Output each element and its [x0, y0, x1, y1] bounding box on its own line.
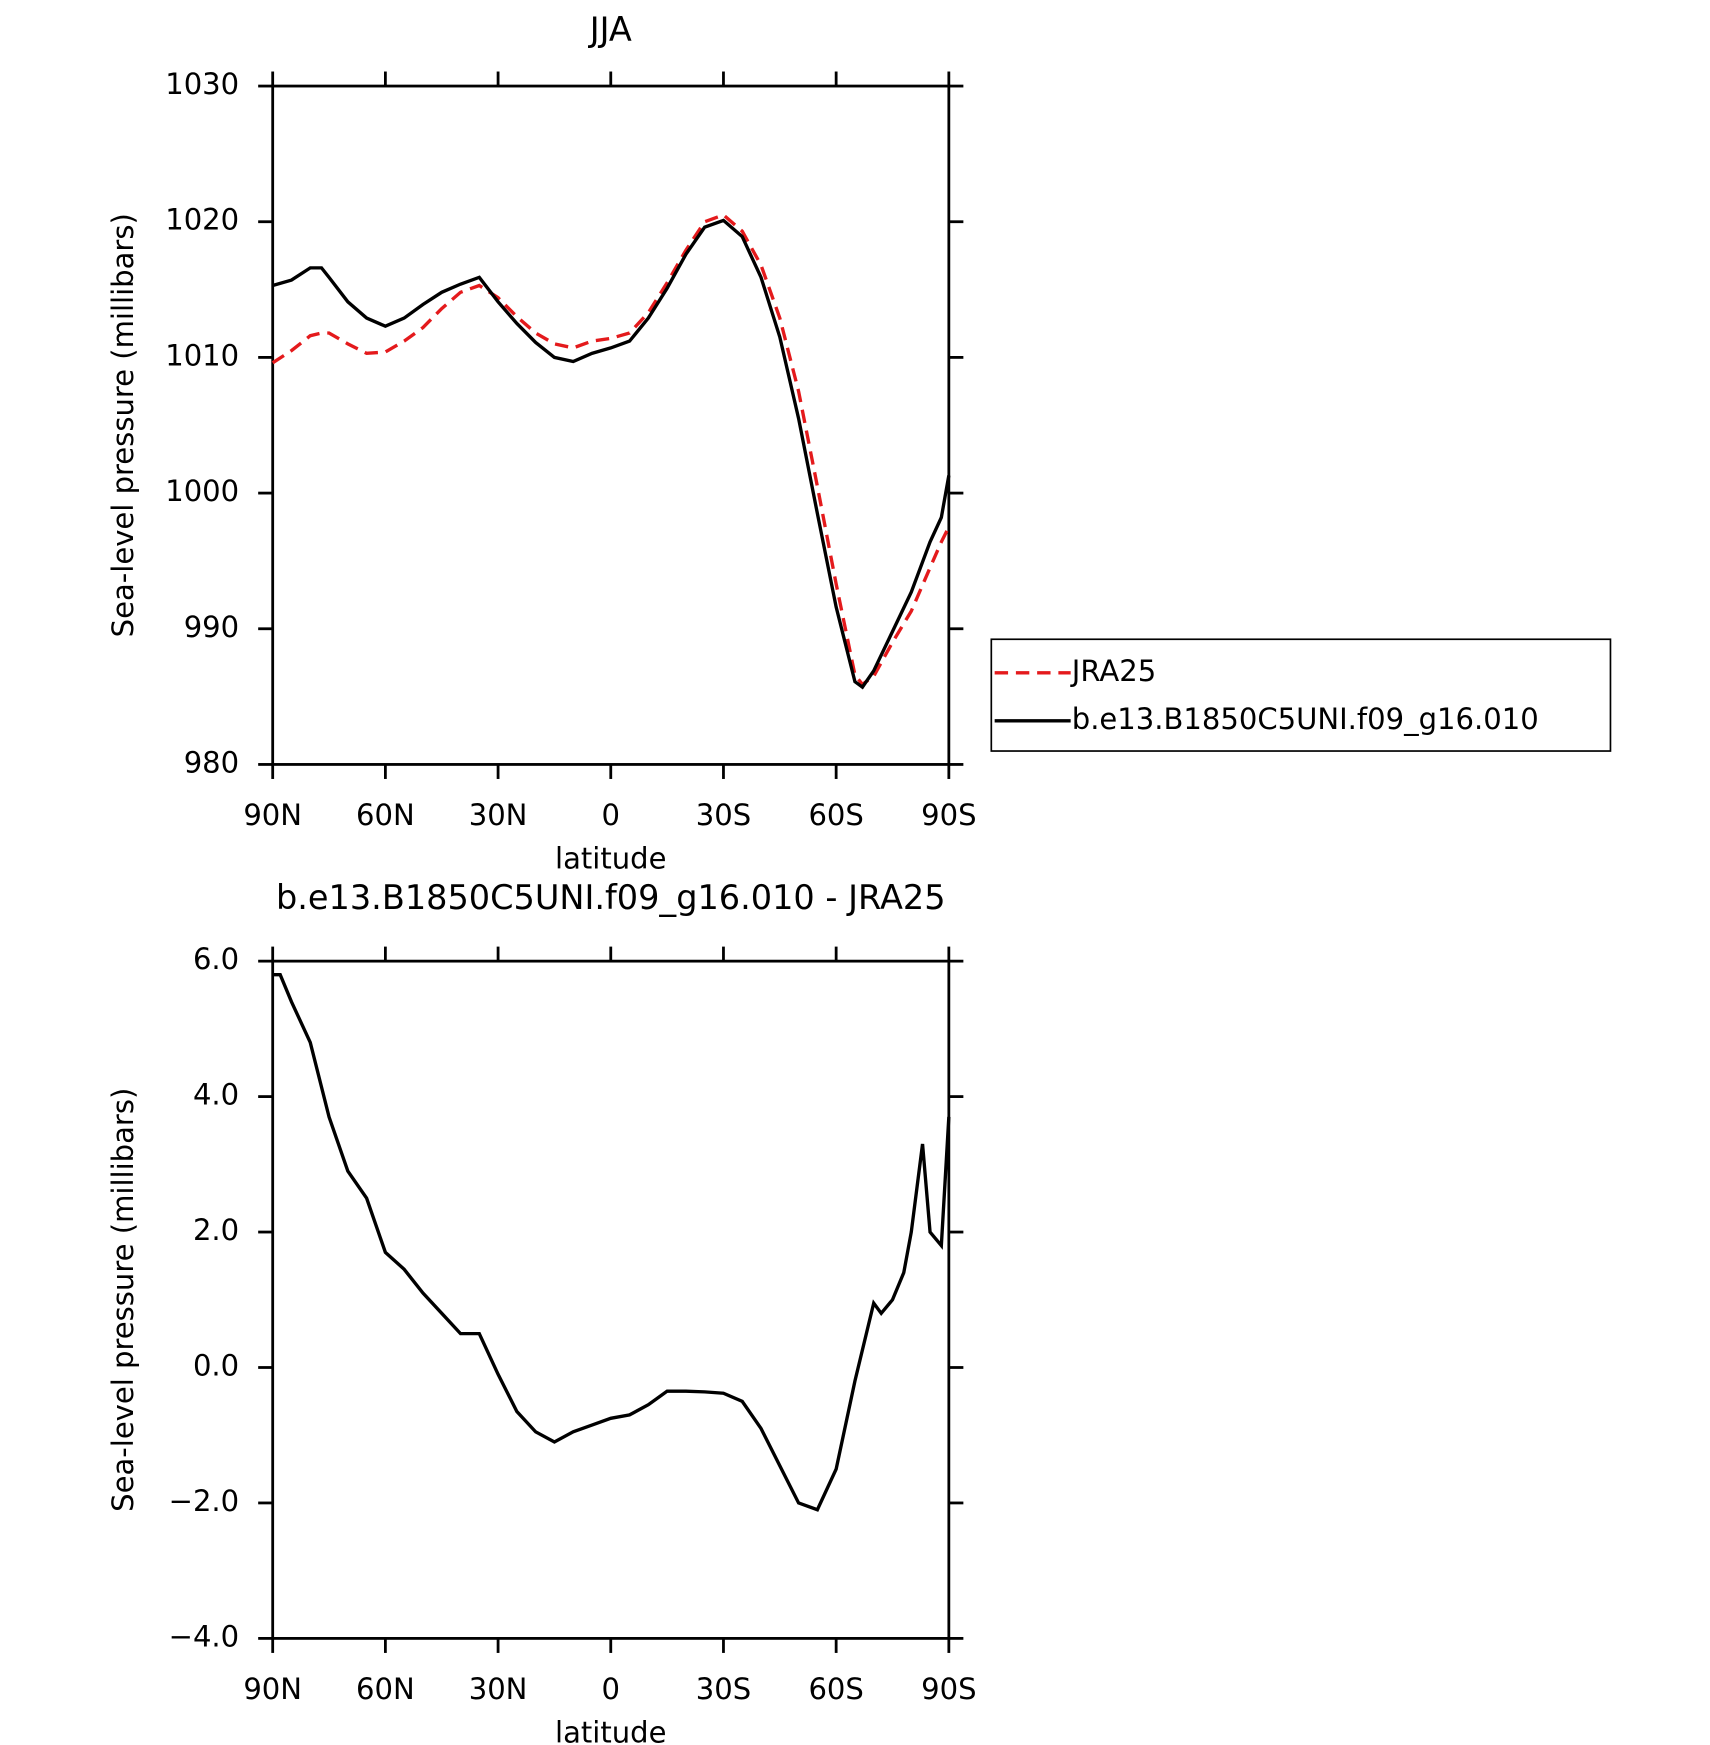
- y-tick-label: 1000: [165, 474, 239, 508]
- y-tick-label: 1010: [165, 338, 239, 372]
- x-axis-label: latitude: [555, 842, 666, 876]
- series-line: [272, 218, 951, 690]
- y-tick-label: 1020: [165, 203, 239, 237]
- y-tick-label: −4.0: [169, 1619, 240, 1653]
- legend-label: b.e13.B1850C5UNI.f09_g16.010: [1072, 702, 1539, 736]
- x-tick-label: 60S: [808, 798, 863, 832]
- x-tick-label: 90N: [243, 1672, 302, 1706]
- x-tick-label: 90S: [921, 798, 976, 832]
- x-tick-label: 30S: [696, 1672, 751, 1706]
- plot-frame: [271, 84, 951, 766]
- y-tick-label: 4.0: [193, 1078, 239, 1112]
- x-tick-label: 60S: [808, 1672, 863, 1706]
- figure: JJA latitude Sea-level pressure (millibars…: [106, 10, 1612, 1745]
- y-axis-label: Sea-level pressure (millibars): [106, 213, 140, 637]
- chart-title: b.e13.B1850C5UNI.f09_g16.010 - JRA25: [276, 878, 946, 917]
- y-tick-label: 1030: [165, 67, 239, 101]
- x-tick-label: 90S: [921, 1672, 976, 1706]
- y-tick-label: 990: [184, 610, 239, 644]
- x-tick-label: 60N: [356, 798, 415, 832]
- x-tick-label: 30N: [469, 1672, 528, 1706]
- plot-frame: [271, 959, 951, 1640]
- x-axis-label: latitude: [555, 1716, 666, 1745]
- x-tick-label: 30S: [696, 798, 751, 832]
- legend-label: JRA25: [1070, 654, 1156, 688]
- x-tick-label: 30N: [469, 798, 528, 832]
- y-tick-label: 980: [184, 745, 239, 779]
- x-tick-label: 60N: [356, 1672, 415, 1706]
- y-tick-label: 0.0: [193, 1348, 239, 1382]
- y-axis-label: Sea-level pressure (millibars): [106, 1088, 140, 1512]
- y-tick-label: −2.0: [169, 1484, 240, 1518]
- chart-title: JJA: [588, 10, 632, 49]
- y-tick-label: 2.0: [193, 1213, 239, 1247]
- y-tick-label: 6.0: [193, 942, 239, 976]
- x-tick-label: 0: [602, 1672, 620, 1706]
- series-line: [271, 213, 951, 687]
- legend-box: [990, 638, 1612, 752]
- series-line: [272, 973, 951, 1512]
- x-tick-label: 0: [602, 798, 620, 832]
- x-tick-label: 90N: [243, 798, 302, 832]
